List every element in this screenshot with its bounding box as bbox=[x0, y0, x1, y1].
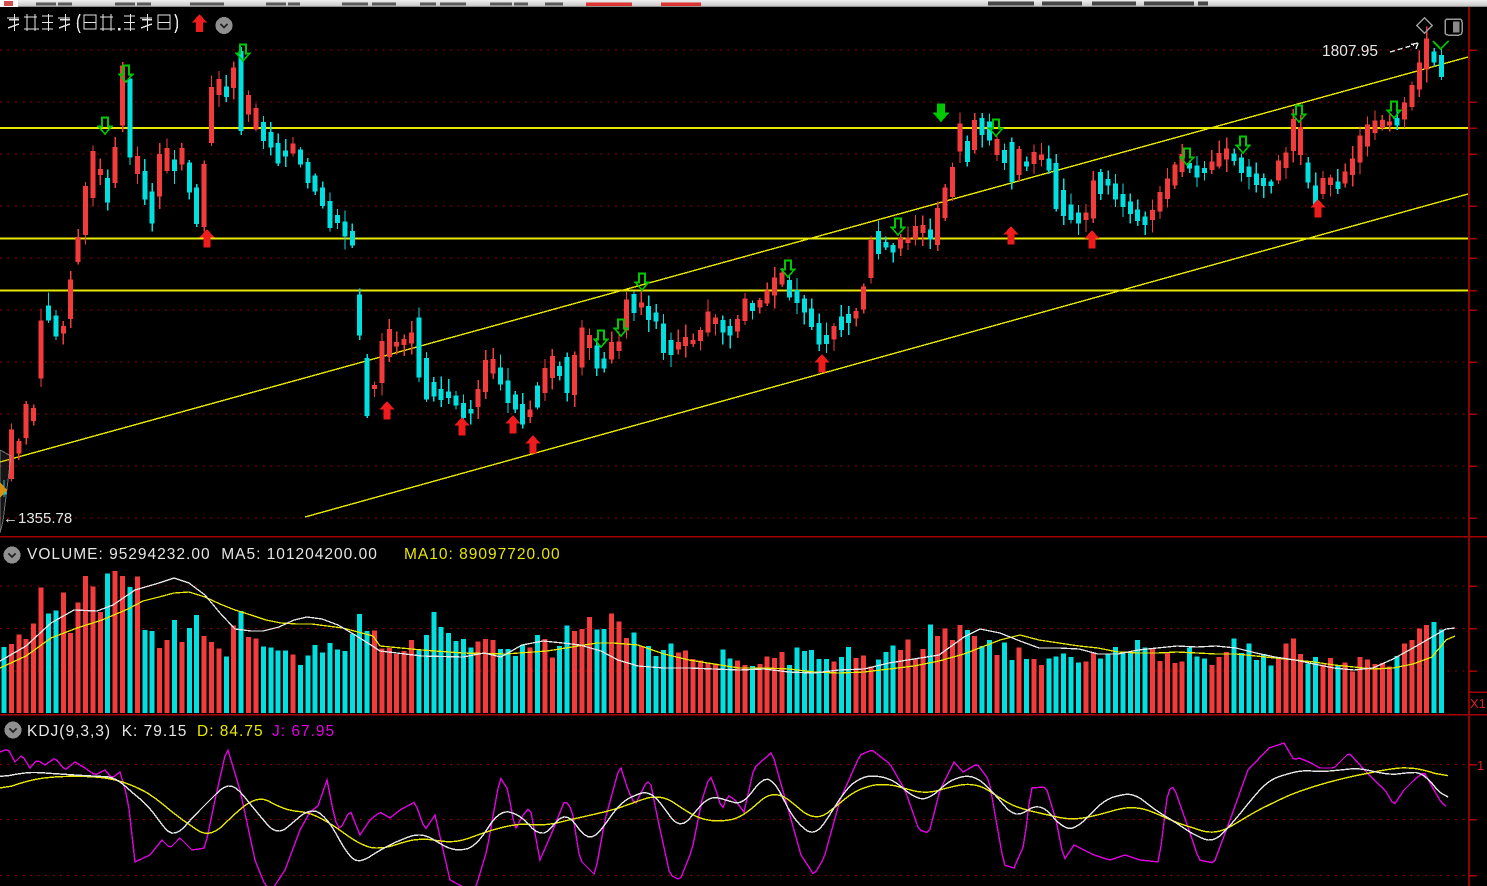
svg-text:1: 1 bbox=[1477, 758, 1484, 773]
svg-text:←1355.78: ←1355.78 bbox=[3, 510, 72, 527]
svg-text:D: 84.75: D: 84.75 bbox=[197, 723, 264, 740]
svg-text:J: 67.95: J: 67.95 bbox=[272, 723, 335, 740]
svg-text:X1: X1 bbox=[1470, 696, 1486, 711]
svg-text:MA10: 89097720.00: MA10: 89097720.00 bbox=[404, 546, 561, 563]
svg-text:1807.95: 1807.95 bbox=[1322, 43, 1378, 60]
svg-text:KDJ(9,3,3) K: 79.15: KDJ(9,3,3) K: 79.15 bbox=[27, 723, 187, 740]
svg-text:VOLUME: 95294232.00 MA5: 1012: VOLUME: 95294232.00 MA5: 101204200.00 bbox=[27, 546, 378, 563]
